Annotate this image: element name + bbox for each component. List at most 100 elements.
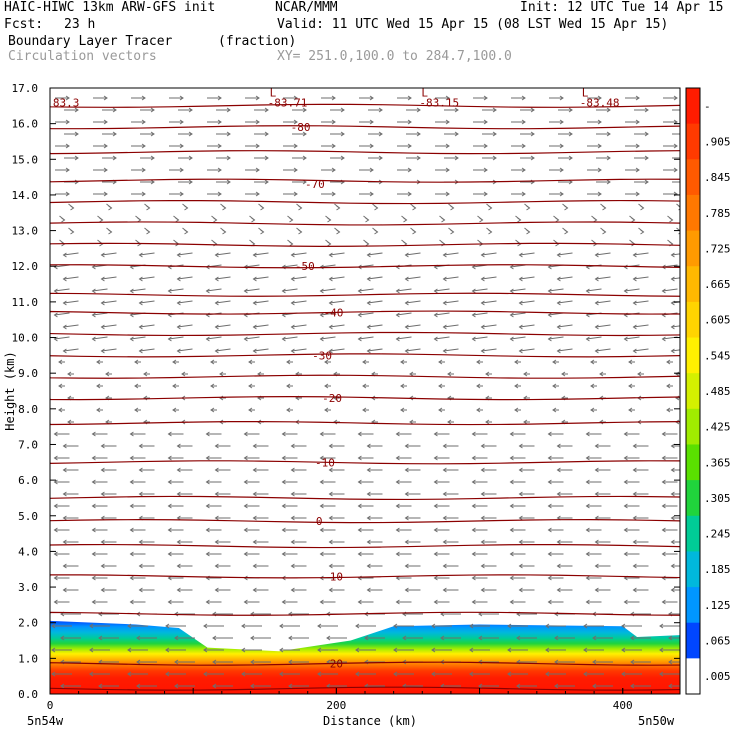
wind-vector-head (141, 143, 146, 149)
wind-vector-head (509, 455, 514, 461)
wind-vector (481, 348, 497, 352)
wind-vector-head (556, 276, 561, 282)
low-marker: L (421, 86, 428, 99)
colorbar-label: .125 (704, 599, 731, 612)
wind-vector-head (416, 155, 421, 161)
wind-vector (320, 264, 336, 268)
wind-vector-head (637, 371, 642, 377)
wind-vector-head (447, 419, 452, 425)
wind-vector-head (243, 479, 248, 485)
wind-vector-head (150, 179, 155, 185)
colorbar-swatch (686, 408, 700, 445)
wind-vector (63, 324, 79, 328)
wind-vector-head (594, 252, 599, 258)
wind-vector-head (129, 288, 134, 294)
wind-vector-head (99, 217, 104, 223)
wind-vector-head (669, 217, 674, 223)
wind-vector-head (585, 479, 590, 485)
wind-vector (633, 348, 649, 352)
wind-vector-head (91, 431, 96, 437)
wind-vector-head (146, 205, 151, 211)
wind-vector-head (366, 587, 371, 593)
wind-vector-head (112, 107, 117, 113)
wind-vector-head (134, 359, 139, 365)
wind-vector-head (70, 229, 75, 235)
wind-vector (320, 312, 336, 316)
wind-vector-head (319, 288, 324, 294)
wind-vector-head (630, 659, 635, 665)
wind-vector (557, 252, 573, 256)
wind-vector-head (509, 288, 514, 294)
colorbar-label: .365 (704, 456, 731, 469)
wind-vector-head (317, 647, 322, 653)
wind-vector-head (214, 515, 219, 521)
wind-vector-head (91, 336, 96, 342)
contour-label: -10 (315, 456, 335, 469)
wind-vector-head (167, 288, 172, 294)
wind-vector-head (138, 539, 143, 545)
temperature-contour (50, 125, 680, 130)
wind-vector (358, 336, 374, 340)
wind-vector-head (176, 539, 181, 545)
wind-vector-head (523, 419, 528, 425)
wind-vector-head (188, 107, 193, 113)
wind-vector (177, 252, 193, 256)
wind-vector-head (70, 205, 75, 211)
temperature-contour (50, 292, 680, 297)
wind-vector-head (564, 205, 569, 211)
wind-vector-head (328, 252, 333, 258)
wind-vector-head (469, 647, 474, 653)
wind-vector-head (441, 217, 446, 223)
wind-vector (472, 336, 488, 340)
wind-vector-head (89, 647, 94, 653)
wind-vector (215, 348, 231, 352)
colorbar-label: .245 (704, 528, 731, 541)
wind-vector-head (281, 599, 286, 605)
wind-vector-head (659, 671, 664, 677)
wind-vector-head (100, 587, 105, 593)
wind-vector-head (226, 179, 231, 185)
wind-vector-head (509, 599, 514, 605)
wind-vector (367, 276, 383, 280)
wind-vector-head (241, 623, 246, 629)
wind-vector-head (670, 539, 675, 545)
wind-vector-head (138, 587, 143, 593)
wind-vector-head (514, 359, 519, 365)
y-tick-label: 1.0 (18, 652, 38, 665)
wind-vector-head (369, 167, 374, 173)
wind-vector (443, 300, 459, 304)
wind-vector-head (555, 217, 560, 223)
wind-vector-head (661, 431, 666, 437)
wind-vector-head (661, 455, 666, 461)
wind-vector-head (632, 276, 637, 282)
wind-vector-head (53, 312, 58, 318)
wind-vector-head (62, 443, 67, 449)
wind-vector-head (141, 119, 146, 125)
wind-vector-head (628, 359, 633, 365)
fcst-label: Fcst: (4, 17, 44, 32)
wind-vector-head (404, 443, 409, 449)
wind-vector-head (606, 179, 611, 185)
wind-vector-head (214, 491, 219, 497)
y-tick-label: 13.0 (12, 225, 39, 238)
wind-vector-head (404, 563, 409, 569)
wind-vector-head (324, 359, 329, 365)
wind-vector (624, 336, 640, 340)
wind-vector-head (492, 131, 497, 137)
wind-vector-head (167, 479, 172, 485)
wind-vector-head (518, 443, 523, 449)
wind-vector-head (471, 288, 476, 294)
wind-vector-head (289, 217, 294, 223)
wind-vector-head (480, 324, 485, 330)
wind-vector-head (621, 647, 626, 653)
wind-vector-head (442, 539, 447, 545)
wind-vector-head (407, 191, 412, 197)
wind-vector-head (454, 155, 459, 161)
wind-vector-head (366, 539, 371, 545)
wind-vector-head (129, 575, 134, 581)
wind-vector-head (471, 336, 476, 342)
wind-vector-head (485, 419, 490, 425)
wind-vector-head (509, 312, 514, 318)
wind-vector-head (480, 563, 485, 569)
wind-vector-head (621, 671, 626, 677)
